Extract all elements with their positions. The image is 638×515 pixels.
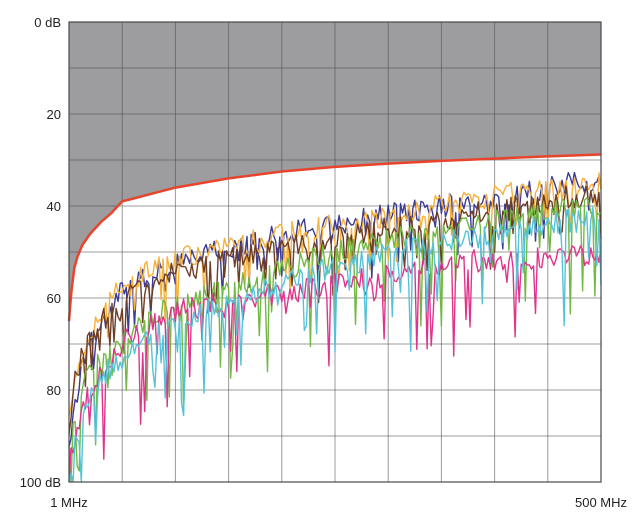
series-line <box>68 172 602 416</box>
y-tick-label: 100 dB <box>20 475 61 490</box>
y-tick-label: 60 <box>47 291 61 306</box>
y-tick-label: 80 <box>47 383 61 398</box>
y-tick-label: 0 dB <box>34 15 61 30</box>
series-line <box>68 206 602 483</box>
series-line <box>68 185 602 435</box>
limit-shaded-region <box>69 22 601 321</box>
y-tick-label: 20 <box>47 107 61 122</box>
x-tick-label: 1 MHz <box>50 495 88 510</box>
y-tick-label: 40 <box>47 199 61 214</box>
x-tick-label: 500 MHz <box>575 495 627 510</box>
plot-frame <box>68 21 602 483</box>
limit-line <box>67 153 602 322</box>
